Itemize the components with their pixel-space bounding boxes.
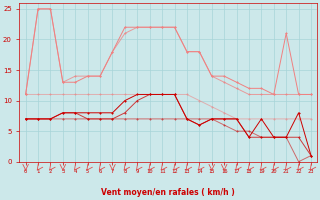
X-axis label: Vent moyen/en rafales ( km/h ): Vent moyen/en rafales ( km/h ) [101,188,235,197]
